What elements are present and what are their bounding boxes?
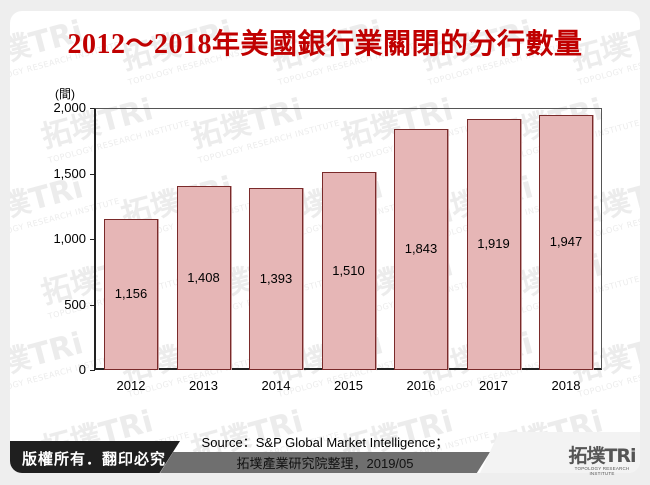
x-tick-label: 2012 — [116, 378, 146, 393]
y-tick-mark — [90, 304, 95, 306]
bar-value-label: 1,843 — [404, 241, 438, 257]
bar-2016 — [394, 128, 448, 370]
x-tick-label: 2014 — [261, 378, 291, 393]
copyright-text: 版權所有．翻印必究 — [22, 451, 167, 468]
x-tick-label: 2015 — [334, 378, 363, 393]
footer-bar — [160, 452, 490, 473]
chart-title: 2012～2018年美國銀行業關閉的分行數量 — [67, 29, 583, 60]
source-line-2: 拓墣產業研究院整理，2019/05 — [236, 456, 414, 471]
bar-2015 — [321, 172, 376, 370]
y-tick-label: 1,500 — [53, 165, 86, 181]
y-tick-label: 2,000 — [53, 100, 86, 115]
y-tick-label: 1,000 — [53, 231, 86, 246]
tri-logo: 拓墣TRi TOPOLOGY RESEARCH INSTITUTE — [562, 441, 642, 476]
y-tick-mark — [90, 239, 95, 240]
y-tick-mark — [90, 173, 95, 175]
x-tick-label: 2018 — [551, 378, 581, 393]
x-tick-label: 2017 — [479, 378, 508, 393]
source-line-1: Source：S&P Global Market Intelligence； — [201, 435, 449, 450]
bar-value-label: 1,947 — [549, 234, 583, 250]
footer-logo-panel — [480, 432, 640, 473]
bar-value-label: 1,408 — [187, 269, 220, 285]
x-tick-label: 2013 — [189, 378, 218, 393]
x-tick-label: 2016 — [406, 378, 436, 393]
y-tick-label: 500 — [64, 296, 86, 312]
bar-value-label: 1,919 — [477, 236, 510, 252]
bar-value-label: 1,156 — [114, 286, 148, 302]
bar-2014 — [249, 187, 303, 370]
bar-2018 — [539, 114, 593, 370]
logo-mark: 拓墣TRi — [568, 445, 636, 467]
bar-2013 — [176, 185, 231, 370]
y-tick-mark — [90, 370, 95, 371]
bar-2017 — [466, 118, 521, 370]
logo-subtitle: TOPOLOGY RESEARCH INSTITUTE — [574, 466, 630, 476]
bar-value-label: 1,510 — [332, 263, 365, 279]
y-tick-label: 0 — [78, 362, 86, 377]
bar-value-label: 1,393 — [259, 270, 293, 286]
y-tick-mark — [90, 108, 95, 109]
copyright-banner: 版權所有．翻印必究 — [10, 441, 180, 473]
bar-2012 — [104, 218, 158, 370]
y-axis-unit: (間) — [55, 87, 75, 101]
